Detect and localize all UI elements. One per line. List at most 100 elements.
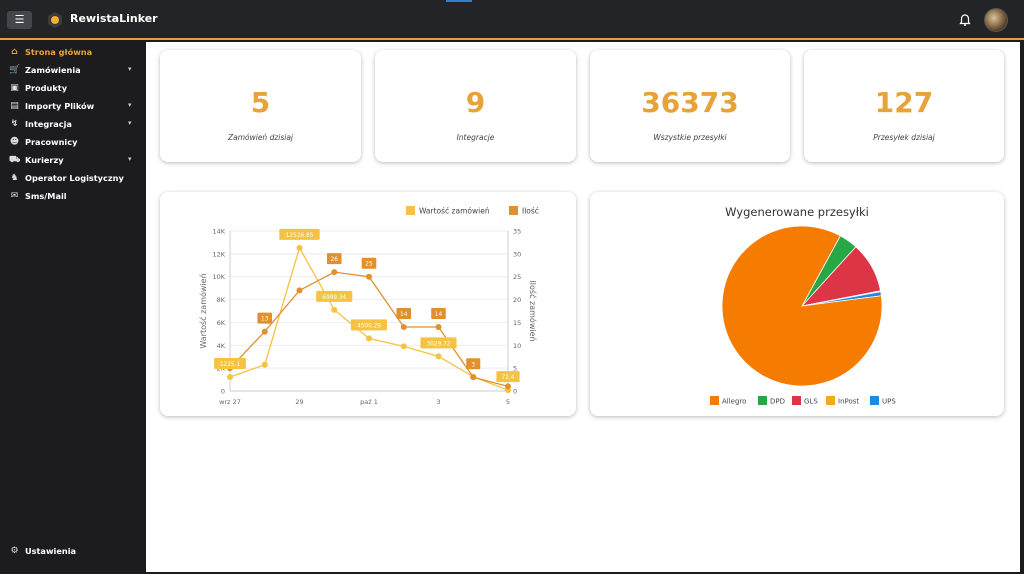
stat-card-integrations: 9 Integracje — [375, 50, 576, 162]
y2-tick-label: 0 — [513, 388, 517, 396]
data-label-box — [396, 308, 412, 319]
sidebar-item-file-imports[interactable]: ▤ Importy Plików ▾ — [0, 98, 146, 116]
legend-swatch — [758, 396, 767, 405]
file-import-icon: ▤ — [10, 101, 19, 111]
orders-chart-card: 02K4K6K8K10K12K14K05101520253035wrz 2729… — [160, 192, 576, 416]
home-icon: ⌂ — [11, 47, 18, 57]
stat-label: Zamówień dzisiaj — [227, 133, 294, 142]
stat-card-orders-today: 5 Zamówień dzisiaj — [160, 50, 361, 162]
data-point — [296, 287, 303, 294]
top-indicator — [446, 0, 472, 2]
data-label: 1225.1 — [220, 362, 241, 368]
sidebar-item-sms-mail[interactable]: ✉ Sms/Mail — [0, 188, 146, 206]
cart-icon: 🛒 — [9, 65, 21, 75]
legend-label: Ilość — [522, 207, 539, 216]
x-tick-label: paź 1 — [360, 398, 378, 406]
avatar[interactable] — [984, 8, 1008, 32]
sidebar: ⌂ Strona główna 🛒 Zamówienia ▾ ▣ Produkt… — [0, 42, 146, 574]
data-label: 6999.34 — [322, 295, 346, 301]
sidebar-item-label: Sms/Mail — [25, 191, 67, 201]
box-icon: ▣ — [10, 83, 19, 93]
stat-value: 5 — [250, 86, 271, 119]
x-tick-label: 3 — [436, 398, 440, 406]
data-label: 14 — [400, 312, 408, 318]
y2-axis-label: Ilość zamówień — [528, 280, 538, 341]
y-tick-label: 0 — [221, 388, 225, 396]
sidebar-item-label: Strona główna — [25, 47, 93, 57]
data-point — [400, 343, 407, 350]
data-label-box — [496, 371, 520, 383]
data-point — [366, 335, 372, 342]
y2-tick-label: 5 — [513, 365, 517, 373]
sidebar-item-integration[interactable]: ↯ Integracja ▾ — [0, 116, 146, 134]
data-label: 4500.29 — [357, 323, 381, 329]
data-label-box — [326, 253, 342, 265]
y-tick-label: 10K — [212, 273, 225, 281]
y2-tick-label: 15 — [513, 319, 521, 327]
data-label-box — [257, 312, 273, 324]
data-label: 3 — [471, 362, 475, 368]
stat-label: Przesyłek dzisiaj — [873, 133, 935, 142]
chevron-down-icon: ▾ — [128, 65, 132, 73]
data-label-box — [350, 319, 388, 331]
y2-tick-label: 25 — [513, 273, 521, 281]
data-point — [296, 244, 303, 251]
window-right-edge — [1020, 42, 1024, 574]
data-label: 3029.72 — [427, 341, 451, 347]
bell-icon[interactable] — [958, 13, 972, 27]
shipments-pie-card: Wygenerowane przesyłki Allegro DPD GLS InPo… — [590, 192, 1004, 416]
pie-slice-allegro — [721, 225, 883, 387]
data-point — [435, 324, 442, 330]
sidebar-item-settings[interactable]: ⚙ Ustawienia — [0, 543, 146, 561]
sidebar-item-home[interactable]: ⌂ Strona główna — [0, 44, 146, 62]
x-tick-label: 5 — [506, 398, 510, 406]
menu-toggle-button[interactable]: ☰ — [7, 11, 32, 29]
legend-label: UPS — [882, 398, 896, 406]
pie-chart-title: Wygenerowane przesyłki — [725, 205, 869, 219]
y2-tick-label: 10 — [513, 342, 521, 350]
sidebar-item-logistics-operator[interactable]: ♞ Operator Logistyczny — [0, 170, 146, 188]
stat-card-all-shipments: 36373 Wszystkie przesyłki — [590, 50, 790, 162]
stat-value: 127 — [874, 86, 934, 119]
sidebar-item-label: Importy Plików — [25, 101, 95, 111]
stat-label: Integracje — [456, 133, 495, 142]
sidebar-item-label: Operator Logistyczny — [25, 173, 124, 183]
sidebar-item-label: Pracownicy — [25, 137, 78, 147]
legend-swatch — [870, 396, 879, 405]
top-bar: ☰ RewistaLinker — [0, 0, 1024, 40]
legend-swatch — [406, 206, 415, 215]
data-label: 14 — [435, 312, 443, 318]
y-axis-label: Wartość zamówień — [198, 273, 208, 348]
x-tick-label: wrz 27 — [219, 398, 241, 406]
sidebar-item-products[interactable]: ▣ Produkty — [0, 80, 146, 98]
data-point — [366, 273, 372, 280]
shipments-pie-chart: Wygenerowane przesyłki Allegro DPD GLS InPo… — [710, 205, 896, 406]
data-point — [505, 383, 511, 390]
data-label: 25 — [365, 262, 373, 268]
chevron-down-icon: ▾ — [128, 119, 132, 127]
hamburger-icon: ☰ — [14, 13, 25, 26]
data-label-box — [431, 308, 446, 319]
users-icon: ☻ — [9, 137, 20, 147]
y-tick-label: 4K — [217, 342, 226, 350]
legend-label: Allegro — [722, 398, 746, 406]
data-label: 72.4 — [502, 375, 515, 381]
data-point — [400, 324, 407, 330]
data-point — [227, 373, 233, 380]
legend-label: Wartość zamówień — [419, 207, 490, 216]
data-point — [261, 361, 268, 368]
stat-value: 36373 — [641, 86, 739, 119]
sidebar-item-couriers[interactable]: ⛟ Kurierzy ▾ — [0, 152, 146, 170]
data-label-box — [279, 228, 320, 240]
data-point — [331, 269, 338, 276]
data-point — [331, 306, 338, 313]
sidebar-item-label: Kurierzy — [25, 155, 64, 165]
data-label-box — [214, 357, 246, 369]
data-label: 13 — [261, 317, 269, 323]
stat-card-shipments-today: 127 Przesyłek dzisiaj — [804, 50, 1004, 162]
sidebar-item-employees[interactable]: ☻ Pracownicy — [0, 134, 146, 152]
legend-label: DPD — [770, 398, 785, 406]
truck-icon: ⛟ — [9, 155, 21, 165]
sidebar-item-orders[interactable]: 🛒 Zamówienia ▾ — [0, 62, 146, 80]
data-label: 26 — [331, 257, 339, 263]
